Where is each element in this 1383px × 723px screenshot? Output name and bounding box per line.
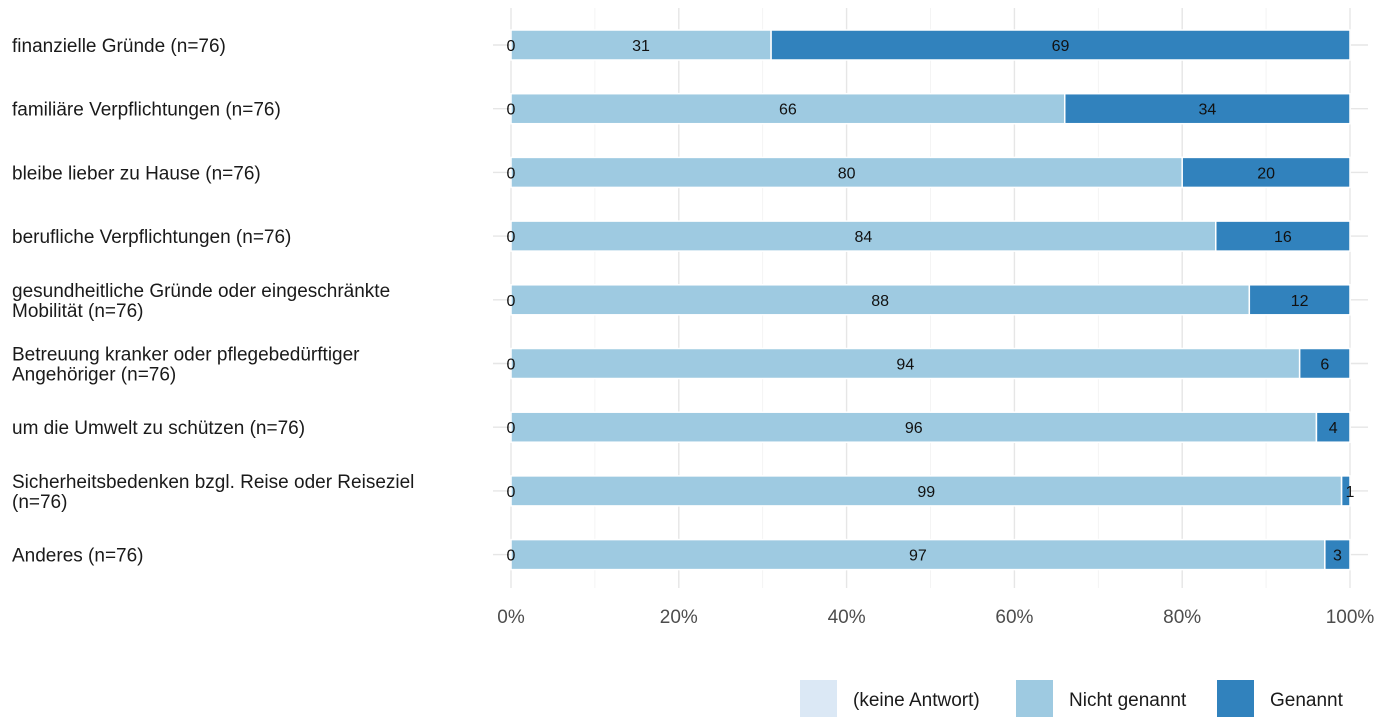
bar-segment [510,411,1318,443]
bar-segment [1181,156,1351,189]
category-label: Sicherheitsbedenken bzgl. Reise oder Rei… [12,472,414,513]
data-label: 4 [1329,420,1338,437]
bar-segment [510,538,1326,571]
bar-segment [510,347,1301,380]
data-label: 0 [507,357,516,374]
data-label: 34 [1198,102,1216,119]
legend-key [800,680,837,717]
bar-segment [1298,347,1351,380]
data-label: 0 [507,420,516,437]
legend-label: Nicht genannt [1069,690,1187,711]
category-label: familiäre Verpflichtungen (n=76) [12,100,281,121]
data-label: 88 [871,293,889,310]
data-label: 0 [507,38,516,55]
bar-segment [1324,538,1351,571]
data-labels: 0 31 69 0 66 34 0 80 20 0 84 16 0 88 12 0 94 6 0 96 4 0 99 1 0 97… [507,38,1355,565]
bar-segment [1248,284,1351,316]
bar-segment [1215,220,1351,252]
category-label: bleibe lieber zu Hause (n=76) [12,163,261,184]
data-label: 80 [838,165,856,182]
data-label: 0 [507,165,516,182]
x-tick-label: 0% [497,607,525,628]
data-label: 6 [1320,357,1329,374]
data-label: 1 [1346,484,1355,501]
x-tick-label: 40% [828,607,866,628]
category-label: berufliche Verpflichtungen (n=76) [12,227,291,248]
bar-segment [770,29,1351,61]
data-label: 12 [1291,293,1309,310]
category-label: um die Umwelt zu schützen (n=76) [12,418,305,439]
x-tick-label: 20% [660,607,698,628]
data-label: 0 [507,102,516,119]
legend-key [1016,680,1053,717]
category-label: Betreuung kranker oder pflegebedürftiger… [12,345,360,386]
x-tick-label: 60% [995,607,1033,628]
x-tick-label: 100% [1326,607,1375,628]
bar-segment [510,92,1066,125]
bar-segment [1340,475,1351,507]
data-label: 96 [905,420,923,437]
data-label: 3 [1333,548,1342,565]
legend-label: (keine Antwort) [853,690,980,711]
data-label: 31 [632,38,650,55]
x-tick-label: 80% [1163,607,1201,628]
data-label: 84 [854,229,872,246]
category-labels: finanzielle Gründe (n=76) familiäre Verpf… [12,36,414,567]
legend-label: Genannt [1270,690,1344,711]
bar-segment [1315,411,1351,443]
category-label: Anderes (n=76) [12,546,144,567]
legend-key [1217,680,1254,717]
data-label: 66 [779,102,797,119]
bar-segment [1063,92,1351,125]
data-label: 99 [917,484,935,501]
data-label: 0 [507,548,516,565]
data-label: 0 [507,293,516,310]
data-label: 0 [507,229,516,246]
category-label: gesundheitliche Gründe oder eingeschränk… [12,281,390,322]
x-axis-ticks: 0% 20% 40% 60% 80% 100% [497,607,1374,628]
category-label: finanzielle Gründe (n=76) [12,36,226,57]
data-label: 0 [507,484,516,501]
bars [510,29,1351,571]
data-label: 20 [1257,165,1275,182]
data-label: 69 [1052,38,1070,55]
data-label: 94 [896,357,914,374]
data-label: 97 [909,548,927,565]
data-label: 16 [1274,229,1292,246]
legend: (keine Antwort) Nicht genannt Genannt [800,680,1344,717]
bar-segment [510,29,772,61]
